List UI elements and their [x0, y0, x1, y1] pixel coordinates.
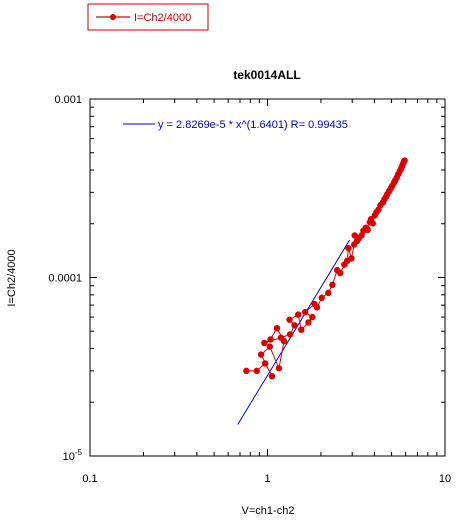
axis-ticks [89, 99, 446, 457]
y-tick-label-0.0001: 0.0001 [48, 273, 82, 285]
data-point [348, 255, 355, 262]
data-point [257, 351, 265, 358]
data-point [273, 324, 281, 332]
legend-label: I=Ch2/4000 [134, 12, 191, 24]
data-point [309, 313, 316, 321]
data-point [369, 220, 377, 227]
data-point [291, 322, 298, 329]
data-point [243, 367, 250, 375]
legend-marker [110, 14, 116, 20]
data-point [286, 316, 293, 323]
legend: I=Ch2/4000 [87, 3, 209, 31]
data-point [277, 334, 285, 341]
data-point [329, 281, 336, 289]
x-tick-label-10: 10 [439, 473, 451, 485]
data-point [295, 311, 302, 318]
data-point [267, 336, 274, 343]
data-point [266, 343, 273, 350]
data-point [261, 360, 269, 367]
data-point [318, 294, 325, 301]
data-point [364, 226, 371, 234]
x-tick-label-1: 1 [264, 473, 270, 485]
data-point [253, 367, 260, 375]
fit-layer [237, 239, 351, 425]
data-point [325, 289, 332, 297]
y-tick-label-0.001: 0.001 [54, 94, 82, 106]
data-point [401, 157, 408, 164]
data-point [298, 326, 305, 333]
data-point [345, 244, 352, 252]
series-layer [243, 157, 408, 380]
y-tick-label-1e-5: 10-5 [63, 448, 83, 463]
data-point [268, 372, 276, 380]
data-point [305, 319, 312, 326]
data-point [261, 339, 268, 347]
data-point [337, 269, 344, 277]
data-point [275, 365, 283, 372]
y-axis-title: I=Ch2/4000 [6, 249, 18, 306]
data-point [301, 308, 309, 316]
x-axis-title: V=ch1-ch2 [242, 505, 295, 517]
data-point [286, 331, 294, 338]
plot-frame [89, 98, 446, 457]
fit-equation-label: y = 2.8269e-5 * x^(1.6401) R= 0.99435 [158, 119, 348, 131]
fit-annotation: y = 2.8269e-5 * x^(1.6401) R= 0.99435 [123, 119, 348, 131]
chart-title: tek0014ALL [233, 68, 300, 82]
x-tick-label-0.1: 0.1 [82, 473, 97, 485]
data-point [313, 304, 321, 311]
fit-line [237, 239, 351, 425]
data-point [358, 232, 365, 239]
